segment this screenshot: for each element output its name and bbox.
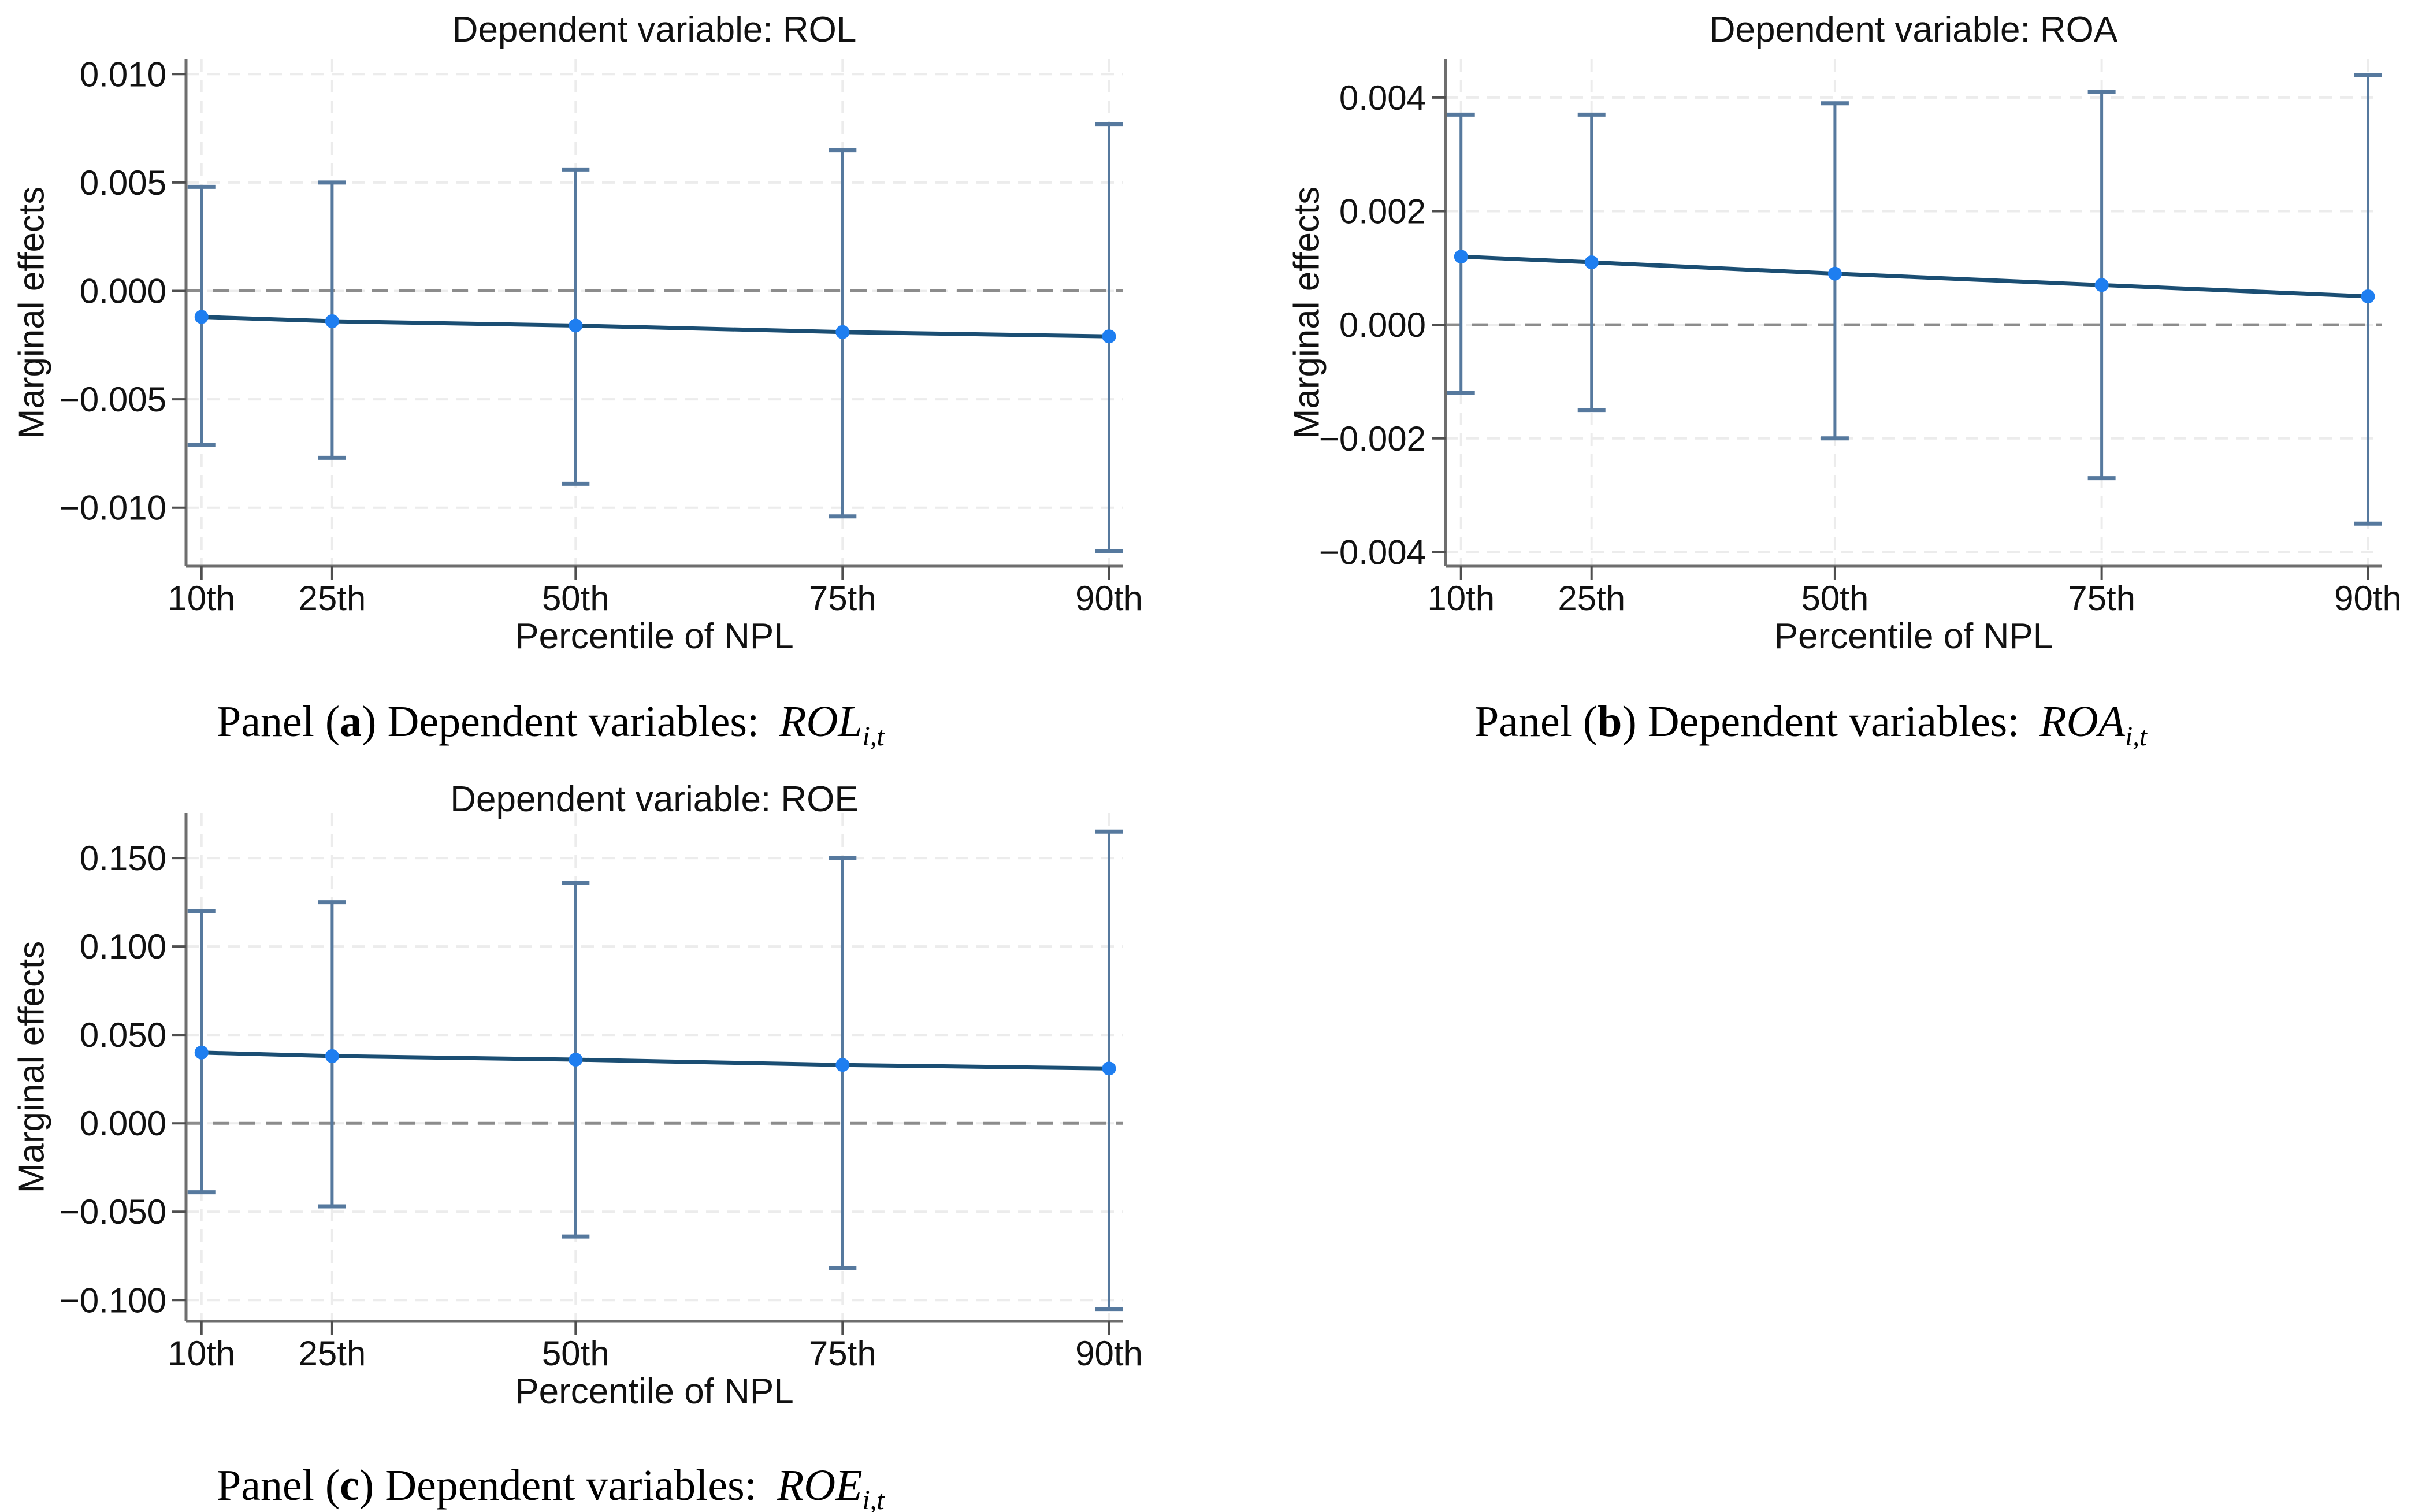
caption-math-variable: ROA xyxy=(2039,697,2126,746)
x-tick-label: 75th xyxy=(809,1334,876,1373)
data-point xyxy=(835,1058,850,1072)
data-point xyxy=(1827,266,1842,281)
panel-a-x-axis-label: Percentile of NPL xyxy=(515,616,794,656)
caption-letter: c xyxy=(340,1461,359,1510)
y-tick-label: 0.000 xyxy=(80,1104,166,1143)
y-tick-label: 0.100 xyxy=(80,927,166,966)
y-tick-label: −0.002 xyxy=(1319,419,1426,458)
y-tick-label: 0.004 xyxy=(1339,79,1426,117)
panel-b-caption: Panel (b) Dependent variables: ROAi,t xyxy=(1474,697,2147,751)
caption-mid: ) Dependent variables: xyxy=(362,697,771,746)
data-point xyxy=(835,325,850,339)
data-point xyxy=(2361,289,2375,303)
x-tick-label: 10th xyxy=(168,579,235,618)
caption-math-variable: ROE xyxy=(777,1461,863,1510)
data-point xyxy=(1584,255,1599,269)
x-tick-label: 75th xyxy=(2068,579,2135,618)
caption-math-variable: ROL xyxy=(779,697,863,746)
x-tick-label: 50th xyxy=(1801,579,1869,618)
panel-c-title: Dependent variable: ROE xyxy=(450,779,859,819)
data-point xyxy=(325,1049,339,1063)
y-tick-label: −0.050 xyxy=(60,1192,166,1231)
x-tick-label: 90th xyxy=(2334,579,2402,618)
data-point xyxy=(1102,1061,1116,1076)
panel-a-title: Dependent variable: ROL xyxy=(452,10,857,50)
y-tick-label: 0.000 xyxy=(1339,306,1426,344)
caption-prefix: Panel ( xyxy=(217,697,340,746)
y-tick-label: 0.002 xyxy=(1339,192,1426,231)
x-tick-label: 75th xyxy=(809,579,876,618)
data-point xyxy=(1454,250,1468,264)
x-tick-label: 50th xyxy=(542,1334,610,1373)
caption-math-subscript: i,t xyxy=(2125,722,2148,752)
caption-letter: b xyxy=(1598,697,1622,746)
y-tick-label: 0.010 xyxy=(80,55,166,94)
panel-b-x-axis-label: Percentile of NPL xyxy=(1774,616,2053,656)
x-tick-label: 10th xyxy=(1427,579,1495,618)
x-tick-label: 25th xyxy=(1558,579,1625,618)
x-tick-label: 90th xyxy=(1075,1334,1143,1373)
x-tick-label: 50th xyxy=(542,579,610,618)
y-tick-label: −0.005 xyxy=(60,380,166,419)
caption-letter: a xyxy=(340,697,362,746)
panel-c-y-axis-label: Marginal effects xyxy=(12,941,52,1194)
y-tick-label: 0.005 xyxy=(80,164,166,202)
x-tick-label: 25th xyxy=(298,579,366,618)
y-tick-label: 0.050 xyxy=(80,1016,166,1054)
data-point xyxy=(2094,278,2109,292)
panel-c-caption: Panel (c) Dependent variables: ROEi,t xyxy=(217,1461,885,1512)
caption-math-subscript: i,t xyxy=(862,722,885,752)
panel-a-y-axis-label: Marginal effects xyxy=(12,186,52,439)
caption-prefix: Panel ( xyxy=(217,1461,340,1510)
data-point xyxy=(569,1053,583,1067)
panel-c-x-axis-label: Percentile of NPL xyxy=(515,1372,794,1411)
caption-mid: ) Dependent variables: xyxy=(1622,697,2031,746)
caption-prefix: Panel ( xyxy=(1474,697,1598,746)
caption-mid: ) Dependent variables: xyxy=(359,1461,768,1510)
panel-a-plot: 0.010 0.005 0.000 −0.005 −0.010 10th 25th 50th 7… xyxy=(60,55,1143,618)
data-point xyxy=(1102,329,1116,344)
data-point xyxy=(194,1045,209,1060)
y-tick-label: 0.150 xyxy=(80,839,166,878)
caption-math-subscript: i,t xyxy=(862,1485,885,1512)
panel-b-y-axis-label: Marginal effects xyxy=(1287,186,1327,439)
x-tick-label: 10th xyxy=(168,1334,235,1373)
data-point xyxy=(569,318,583,333)
x-tick-label: 25th xyxy=(298,1334,366,1373)
y-tick-label: −0.004 xyxy=(1319,533,1426,571)
y-tick-label: 0.000 xyxy=(80,272,166,310)
data-point xyxy=(325,314,339,329)
y-tick-label: −0.100 xyxy=(60,1281,166,1320)
panel-b-title: Dependent variable: ROA xyxy=(1709,10,2118,50)
data-point xyxy=(194,310,209,324)
x-tick-label: 90th xyxy=(1075,579,1143,618)
y-tick-label: −0.010 xyxy=(60,489,166,527)
panel-a-caption: Panel (a) Dependent variables: ROLi,t xyxy=(217,697,885,751)
